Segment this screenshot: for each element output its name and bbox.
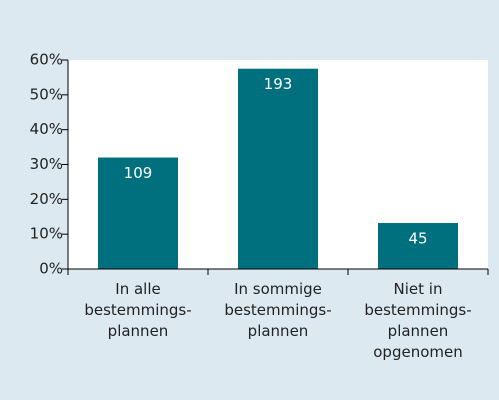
x-tick-label: Niet in bestemmings- plannen opgenomen [364, 280, 472, 361]
bar [98, 157, 178, 269]
y-tick-label: 20% [30, 190, 63, 208]
count-label: 45 [408, 230, 427, 248]
y-tick-label: 40% [30, 120, 63, 138]
x-tick-label: In alle bestemmings- plannen [84, 280, 192, 340]
y-tick-label: 60% [30, 51, 63, 69]
y-tick-label: 50% [30, 85, 63, 103]
y-tick-label: 10% [30, 225, 63, 243]
count-label: 109 [124, 164, 153, 182]
y-tick-label: 0% [39, 260, 63, 278]
bar [378, 223, 458, 269]
x-tick-label: In sommige bestemmings- plannen [224, 280, 332, 340]
y-tick-label: 30% [30, 155, 63, 173]
bar [238, 68, 318, 269]
count-label: 193 [264, 75, 293, 93]
